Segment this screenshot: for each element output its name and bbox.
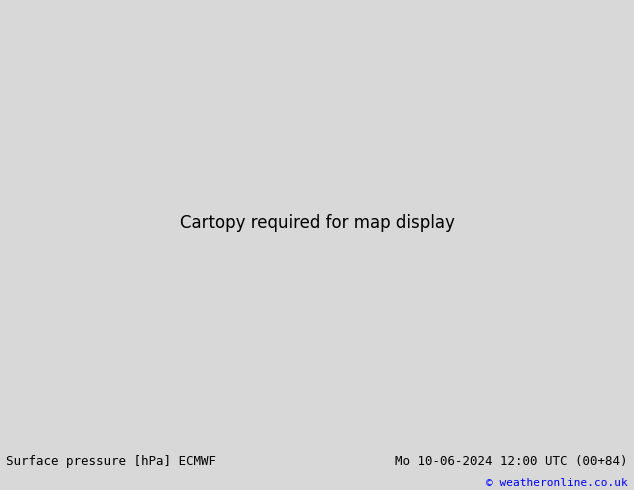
Text: Mo 10-06-2024 12:00 UTC (00+84): Mo 10-06-2024 12:00 UTC (00+84) xyxy=(395,455,628,468)
Text: © weatheronline.co.uk: © weatheronline.co.uk xyxy=(486,478,628,489)
Text: Cartopy required for map display: Cartopy required for map display xyxy=(179,214,455,232)
Text: Surface pressure [hPa] ECMWF: Surface pressure [hPa] ECMWF xyxy=(6,455,216,468)
